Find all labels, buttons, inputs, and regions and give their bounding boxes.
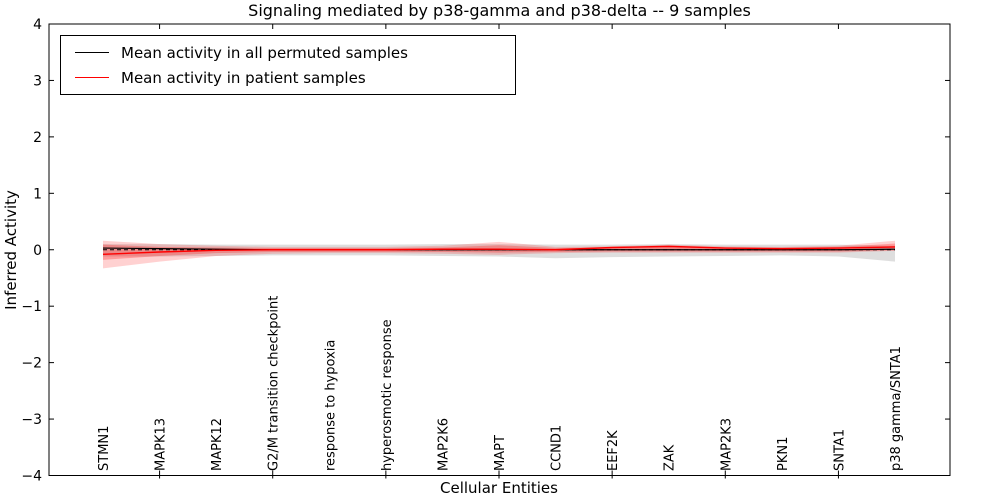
x-axis-label: Cellular Entities [440,479,558,497]
x-tick-label: MAP2K6 [436,418,451,471]
permuted-samples-range-band [103,244,895,262]
x-tick-label: STMN1 [97,426,112,471]
legend-entry-patient: Mean activity in patient samples [61,66,515,90]
y-tick-label: −3 [21,412,42,428]
y-axis-label: Inferred Activity [2,190,20,310]
y-tick-label: −1 [21,299,42,315]
x-tick-label: MAP2K3 [719,418,734,471]
y-tick-label: −4 [21,469,42,485]
x-tick-label: MAPT [493,435,508,471]
x-tick-label: MAPK13 [154,418,169,471]
x-tick-label: G2/M transition checkpoint [267,296,282,471]
y-tick-label: 1 [33,186,42,202]
x-tick-label: response to hypoxia [323,340,338,471]
x-tick-label: hyperosmotic response [380,319,395,471]
chart-title: Signaling mediated by p38-gamma and p38-… [248,1,751,20]
legend-line-sample [75,52,109,53]
x-tick-label: SNTA1 [832,429,847,471]
x-tick-label: p38 gamma/SNTA1 [889,346,904,471]
x-tick-label: EEF2K [606,430,621,471]
legend-label: Mean activity in all permuted samples [121,43,408,62]
y-tick-label: 0 [33,243,42,259]
x-tick-label: ZAK [663,444,678,471]
y-tick-label: −2 [21,356,42,372]
x-tick-label: PKN1 [776,437,791,471]
y-tick-label: 2 [33,130,42,146]
x-tick-label: CCND1 [550,425,565,471]
series-line-patient [102,245,896,255]
legend-label: Mean activity in patient samples [121,68,366,87]
legend-entry-permuted: Mean activity in all permuted samples [61,41,515,65]
x-tick-label: MAPK12 [210,418,225,471]
legend-box: Mean activity in all permuted samples Me… [60,35,516,95]
y-tick-label: 4 [33,17,42,33]
y-tick-label: 3 [33,73,42,89]
legend-line-sample [75,77,109,78]
